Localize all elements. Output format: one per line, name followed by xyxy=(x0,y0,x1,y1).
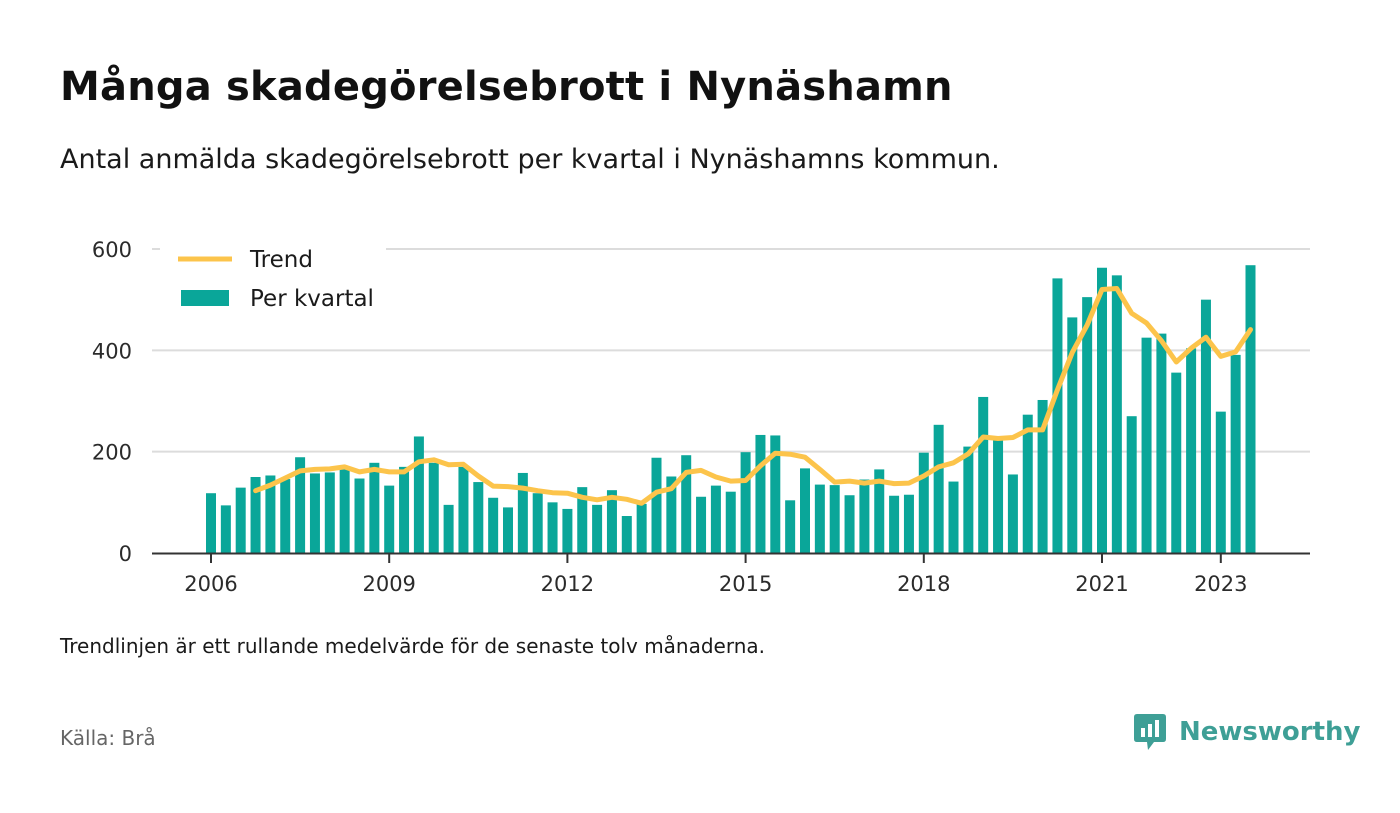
bar xyxy=(1052,278,1063,553)
bar xyxy=(978,396,989,553)
bar xyxy=(918,452,929,553)
bar xyxy=(829,485,840,553)
bar xyxy=(1186,348,1197,553)
legend-background xyxy=(160,240,386,320)
bar xyxy=(755,434,766,553)
bar xyxy=(592,504,603,553)
bar xyxy=(1082,297,1093,553)
x-tick-label: 2021 xyxy=(1075,572,1128,596)
legend-per-kvartal-swatch xyxy=(181,290,229,306)
bar xyxy=(324,472,335,553)
bar xyxy=(369,462,380,553)
bar xyxy=(948,481,959,553)
bar xyxy=(354,478,365,553)
footnote: Trendlinjen är ett rullande medelvärde f… xyxy=(60,634,766,658)
legend: Trend Per kvartal xyxy=(160,240,386,320)
y-tick-label: 400 xyxy=(92,339,132,363)
bar xyxy=(1097,267,1107,553)
bar xyxy=(235,487,246,553)
bar xyxy=(413,436,424,553)
bar xyxy=(785,500,796,553)
x-tick-label: 2023 xyxy=(1194,572,1247,596)
bar xyxy=(1067,317,1078,553)
bar xyxy=(1007,474,1018,553)
bar xyxy=(740,452,751,553)
newsworthy-brand[interactable]: Newsworthy xyxy=(1133,710,1360,754)
newsworthy-logo-icon xyxy=(1134,714,1166,750)
bar xyxy=(889,495,900,553)
bar xyxy=(503,507,513,553)
bar xyxy=(606,490,617,553)
bar xyxy=(710,485,721,553)
bar xyxy=(339,467,350,553)
x-tick-label: 2015 xyxy=(719,572,772,596)
bar xyxy=(399,466,410,553)
bar xyxy=(800,468,810,553)
bar xyxy=(859,479,870,553)
legend-trend-label: Trend xyxy=(249,247,313,273)
legend-per-kvartal-label: Per kvartal xyxy=(250,286,374,312)
bar xyxy=(295,457,306,553)
bar xyxy=(993,437,1004,553)
bar xyxy=(696,496,707,553)
bar xyxy=(517,472,528,553)
bar xyxy=(220,505,231,553)
bar xyxy=(532,493,543,553)
bar xyxy=(770,435,781,553)
chart-title: Många skadegörelsebrott i Nynäshamn xyxy=(60,64,953,110)
bar xyxy=(1200,299,1211,553)
bar xyxy=(651,457,662,553)
x-tick-label: 2012 xyxy=(541,572,594,596)
bar xyxy=(725,491,736,553)
bar xyxy=(443,504,454,553)
bar xyxy=(384,485,395,553)
y-axis-ticks: 0 200 400 600 xyxy=(92,238,132,566)
bar xyxy=(428,462,439,553)
newsworthy-brand-name: Newsworthy xyxy=(1179,717,1361,747)
bar xyxy=(1022,414,1033,553)
x-tick-label: 2009 xyxy=(362,572,415,596)
bar xyxy=(1141,337,1152,553)
source-label: Källa: Brå xyxy=(60,726,156,750)
trend-line xyxy=(253,286,1253,506)
bar xyxy=(666,476,677,553)
bar xyxy=(280,479,291,553)
bar xyxy=(309,473,320,553)
bars-per-kvartal xyxy=(206,265,1256,553)
bar xyxy=(488,497,499,553)
x-tick-label: 2006 xyxy=(184,572,237,596)
bar xyxy=(1230,354,1241,553)
bar xyxy=(1111,275,1122,553)
bar xyxy=(1037,399,1048,553)
bar xyxy=(265,475,276,553)
bar xyxy=(473,482,484,553)
y-tick-label: 0 xyxy=(119,542,132,566)
x-tick-label: 2018 xyxy=(897,572,950,596)
bar xyxy=(458,466,469,553)
bar xyxy=(621,516,632,553)
bar xyxy=(250,477,261,553)
bar xyxy=(636,503,647,553)
bar xyxy=(963,446,974,553)
bar xyxy=(1156,333,1167,553)
y-tick-label: 200 xyxy=(92,441,132,465)
bar xyxy=(1126,416,1137,553)
bar xyxy=(1245,265,1256,553)
bar xyxy=(681,455,692,553)
bar xyxy=(933,424,944,553)
bar xyxy=(206,493,216,553)
bar xyxy=(547,502,558,553)
bar xyxy=(1171,372,1182,553)
bar xyxy=(577,487,588,553)
bar xyxy=(814,484,825,553)
bar xyxy=(1215,411,1226,553)
x-axis-ticks: 2006 2009 2012 2015 2018 2021 2023 xyxy=(184,553,1248,596)
chart-subtitle: Antal anmälda skadegörelsebrott per kvar… xyxy=(60,144,1000,175)
bar xyxy=(562,508,573,553)
bar xyxy=(903,494,914,553)
y-tick-label: 600 xyxy=(92,238,132,262)
bar xyxy=(844,495,855,553)
bar xyxy=(874,469,885,553)
